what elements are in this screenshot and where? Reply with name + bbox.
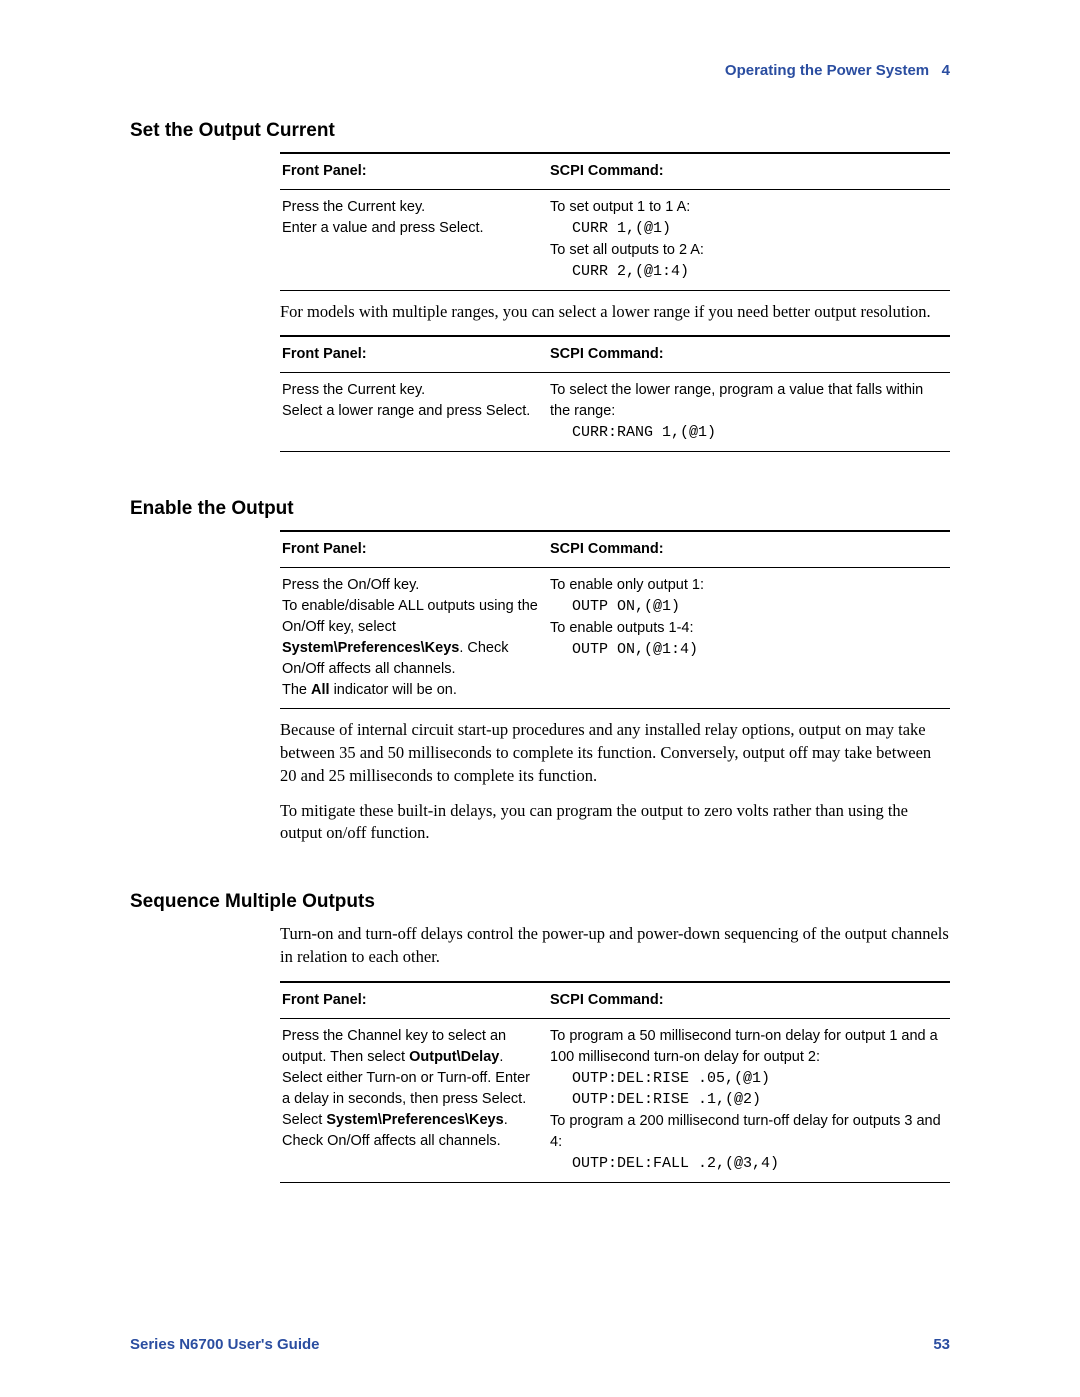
- fp-line: Select a lower range and press Select.: [282, 403, 530, 419]
- sc-code: OUTP:DEL:RISE .05,(@1): [572, 1068, 942, 1090]
- table-set-current-range: Front Panel: SCPI Command: Press the Cur…: [280, 335, 950, 452]
- heading-sequence-multiple-outputs: Sequence Multiple Outputs: [130, 891, 950, 913]
- section-enable-output: Front Panel: SCPI Command: Press the On/…: [280, 530, 950, 845]
- sc-desc: To set output 1 to 1 A:: [550, 199, 690, 215]
- scpi-cell: To select the lower range, program a val…: [548, 373, 950, 452]
- col-scpi-command: SCPI Command:: [548, 336, 950, 373]
- sc-code: CURR:RANG 1,(@1): [572, 422, 942, 444]
- fp-line: Press the Current key.: [282, 382, 425, 398]
- sc-code: OUTP ON,(@1): [572, 596, 942, 618]
- scpi-cell: To set output 1 to 1 A: CURR 1,(@1) To s…: [548, 190, 950, 291]
- col-front-panel: Front Panel:: [280, 531, 548, 568]
- col-scpi-command: SCPI Command:: [548, 531, 950, 568]
- scpi-cell: To program a 50 millisecond turn-on dela…: [548, 1018, 950, 1182]
- page-footer: Series N6700 User's Guide 53: [130, 1336, 950, 1353]
- page-header: Operating the Power System 4: [725, 62, 950, 79]
- fp-line: Enter a value and press Select.: [282, 220, 484, 236]
- fp-line: Press the Channel key to select an outpu…: [282, 1028, 506, 1065]
- sc-desc: To enable outputs 1-4:: [550, 620, 694, 636]
- table-set-current-basic: Front Panel: SCPI Command: Press the Cur…: [280, 152, 950, 291]
- sc-code: OUTP:DEL:FALL .2,(@3,4): [572, 1153, 942, 1175]
- fp-line: The All indicator will be on.: [282, 682, 457, 698]
- scpi-cell: To enable only output 1: OUTP ON,(@1) To…: [548, 568, 950, 709]
- header-chapter: 4: [942, 62, 950, 79]
- sc-code: OUTP:DEL:RISE .1,(@2): [572, 1089, 942, 1111]
- fp-line: Press the Current key.: [282, 199, 425, 215]
- sc-desc: To program a 200 millisecond turn-off de…: [550, 1113, 941, 1150]
- sc-code: CURR 2,(@1:4): [572, 261, 942, 283]
- front-panel-cell: Press the Current key. Select a lower ra…: [280, 373, 548, 452]
- footer-page: 53: [933, 1336, 950, 1353]
- heading-set-output-current: Set the Output Current: [130, 120, 950, 142]
- col-front-panel: Front Panel:: [280, 336, 548, 373]
- front-panel-cell: Press the On/Off key. To enable/disable …: [280, 568, 548, 709]
- heading-enable-output: Enable the Output: [130, 498, 950, 520]
- sc-code: CURR 1,(@1): [572, 218, 942, 240]
- fp-line: Press the On/Off key.: [282, 577, 419, 593]
- table-sequence-outputs: Front Panel: SCPI Command: Press the Cha…: [280, 981, 950, 1183]
- sc-desc: To set all outputs to 2 A:: [550, 242, 704, 258]
- sc-desc: To select the lower range, program a val…: [550, 382, 923, 419]
- table-enable-output: Front Panel: SCPI Command: Press the On/…: [280, 530, 950, 709]
- col-front-panel: Front Panel:: [280, 982, 548, 1019]
- fp-line: Select either Turn-on or Turn-off. Enter…: [282, 1070, 530, 1107]
- paragraph: To mitigate these built-in delays, you c…: [280, 800, 950, 846]
- sc-desc: To enable only output 1:: [550, 577, 704, 593]
- front-panel-cell: Press the Channel key to select an outpu…: [280, 1018, 548, 1182]
- footer-guide: Series N6700 User's Guide: [130, 1336, 320, 1353]
- col-scpi-command: SCPI Command:: [548, 153, 950, 190]
- header-title: Operating the Power System: [725, 62, 929, 79]
- paragraph: Because of internal circuit start-up pro…: [280, 719, 950, 787]
- section-sequence-multiple-outputs: Turn-on and turn-off delays control the …: [280, 923, 950, 1183]
- sc-desc: To program a 50 millisecond turn-on dela…: [550, 1028, 938, 1065]
- section-set-output-current: Front Panel: SCPI Command: Press the Cur…: [280, 152, 950, 452]
- fp-line: To enable/disable ALL outputs using the …: [282, 598, 538, 677]
- fp-line: Select System\Preferences\Keys. Check On…: [282, 1112, 508, 1149]
- col-front-panel: Front Panel:: [280, 153, 548, 190]
- sc-code: OUTP ON,(@1:4): [572, 639, 942, 661]
- paragraph: For models with multiple ranges, you can…: [280, 301, 950, 324]
- paragraph: Turn-on and turn-off delays control the …: [280, 923, 950, 969]
- front-panel-cell: Press the Current key. Enter a value and…: [280, 190, 548, 291]
- col-scpi-command: SCPI Command:: [548, 982, 950, 1019]
